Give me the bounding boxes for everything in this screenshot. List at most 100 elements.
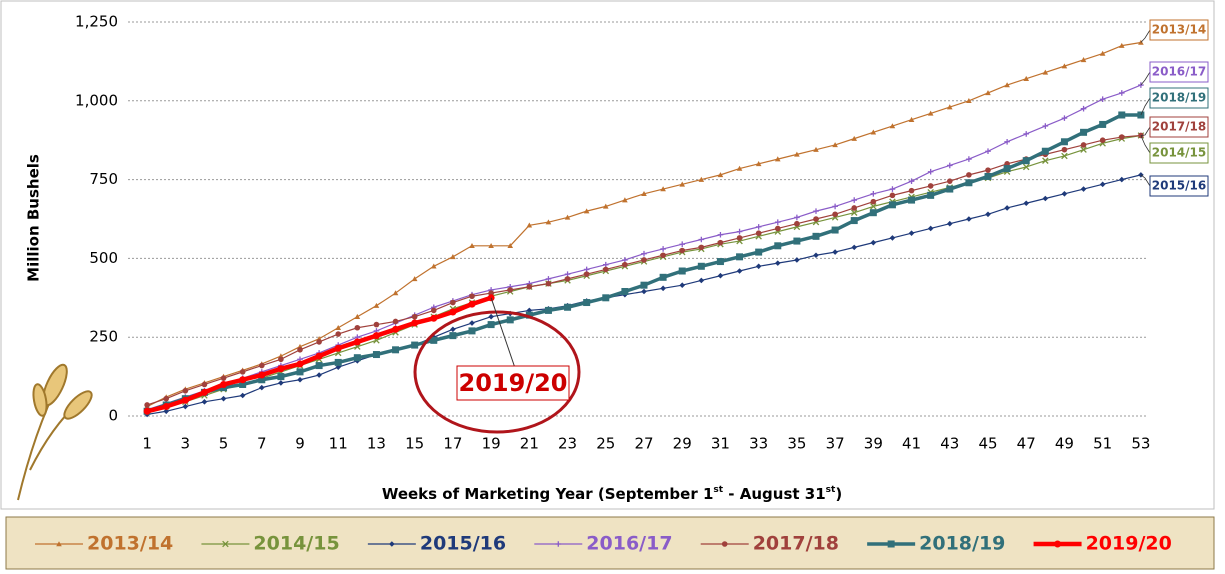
point — [756, 230, 762, 236]
point — [354, 338, 361, 345]
point — [1119, 134, 1125, 140]
legend-label: 2015/16 — [420, 533, 506, 555]
point — [966, 172, 972, 178]
point — [431, 308, 437, 314]
point — [755, 249, 762, 256]
point — [507, 287, 513, 293]
point — [813, 233, 820, 240]
point — [1081, 142, 1087, 148]
point — [163, 403, 170, 410]
point — [927, 192, 934, 199]
x-tick-label: 47 — [1017, 435, 1036, 453]
point — [316, 353, 323, 360]
point — [851, 217, 858, 224]
point — [201, 389, 208, 396]
x-axis-label: Weeks of Marketing Year (September 1st -… — [382, 485, 842, 503]
point — [641, 282, 648, 289]
point — [297, 368, 304, 375]
point — [794, 221, 800, 227]
end-label: 2017/18 — [1152, 120, 1206, 134]
y-tick-label: 250 — [89, 328, 118, 346]
point — [527, 284, 533, 290]
y-tick-label: 750 — [89, 170, 118, 188]
point — [392, 326, 399, 333]
point — [622, 262, 628, 268]
point — [221, 375, 227, 381]
x-tick-label: 1 — [142, 435, 152, 453]
point — [469, 301, 476, 308]
point — [411, 342, 418, 349]
point — [793, 238, 800, 245]
point — [449, 332, 456, 339]
x-tick-label: 31 — [711, 435, 730, 453]
point — [469, 327, 476, 334]
point — [374, 322, 380, 328]
point — [546, 281, 552, 287]
point — [717, 258, 724, 265]
point — [183, 388, 189, 394]
point — [985, 173, 992, 180]
point — [583, 299, 590, 306]
chart: Million Bushels Weeks of Marketing Year … — [0, 0, 1225, 574]
x-tick-label: 21 — [520, 435, 539, 453]
x-tick-label: 7 — [257, 435, 267, 453]
point — [1118, 111, 1125, 118]
y-axis-label: Million Bushels — [25, 154, 43, 282]
point — [965, 179, 972, 186]
point — [946, 186, 953, 193]
x-tick-label: 3 — [181, 435, 191, 453]
point — [679, 268, 686, 275]
x-tick-label: 13 — [367, 435, 386, 453]
point — [354, 354, 361, 361]
point — [144, 402, 150, 408]
point — [985, 167, 991, 173]
point — [240, 369, 246, 375]
x-tick-label: 5 — [219, 435, 229, 453]
point — [775, 226, 781, 232]
point — [144, 408, 151, 415]
x-tick-label: 43 — [940, 435, 959, 453]
point — [430, 315, 437, 322]
point — [335, 345, 342, 352]
point — [373, 351, 380, 358]
x-tick-label: 9 — [295, 435, 305, 453]
point — [890, 193, 896, 199]
point — [449, 308, 456, 315]
annotation: 2019/20 — [459, 369, 568, 397]
point — [928, 183, 934, 189]
legend-label: 2017/18 — [753, 533, 839, 555]
point — [737, 235, 743, 241]
point — [1004, 165, 1011, 172]
legend-label: 2019/20 — [1086, 533, 1172, 555]
point — [851, 205, 857, 211]
x-axis-label-part: - August 31 — [723, 485, 826, 503]
point — [1023, 157, 1030, 164]
point — [699, 245, 705, 251]
point — [870, 209, 877, 216]
x-tick-label: 39 — [864, 435, 883, 453]
point — [393, 319, 399, 325]
point — [297, 347, 303, 353]
point — [488, 321, 495, 328]
x-tick-label: 35 — [787, 435, 806, 453]
x-tick-label: 53 — [1131, 435, 1150, 453]
point — [832, 211, 838, 217]
point — [392, 346, 399, 353]
point — [450, 300, 456, 306]
x-axis-label-part: ) — [835, 485, 842, 503]
end-label: 2014/15 — [1152, 146, 1206, 160]
point — [1062, 147, 1068, 153]
legend-label: 2016/17 — [586, 533, 672, 555]
x-tick-label: 37 — [826, 435, 845, 453]
point — [239, 376, 246, 383]
legend-marker — [722, 541, 728, 547]
x-tick-label: 33 — [749, 435, 768, 453]
legend-marker — [888, 541, 895, 548]
point — [316, 362, 323, 369]
x-tick-label: 11 — [329, 435, 348, 453]
x-tick-label: 27 — [634, 435, 653, 453]
point — [545, 307, 552, 314]
point — [355, 325, 361, 331]
point — [947, 178, 953, 184]
point — [1100, 137, 1106, 143]
